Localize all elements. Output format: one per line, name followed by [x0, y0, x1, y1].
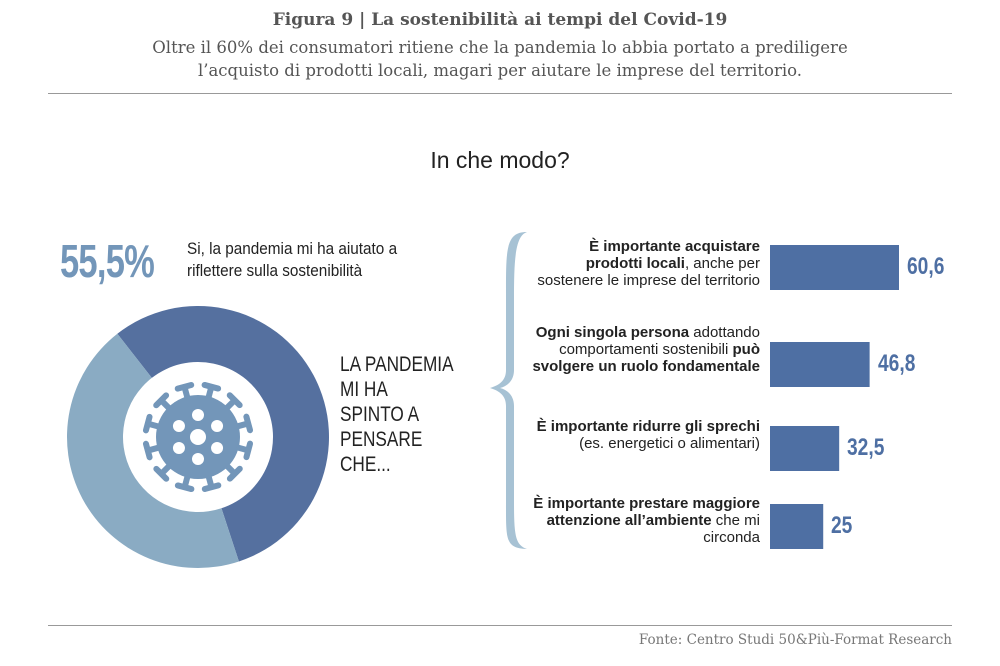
bar [770, 504, 824, 549]
category-text-segment: (es. energetici o alimentari) [579, 435, 760, 452]
top-divider [48, 93, 952, 94]
bar-category-label: È importante acquistare prodotti locali,… [530, 238, 760, 289]
source-note: Fonte: Centro Studi 50&Più-Format Resear… [638, 632, 952, 648]
category-text-segment: può svolgere un ruolo fondamentale [532, 341, 760, 375]
category-text-segment: adottando comportamenti sostenibili [559, 324, 760, 358]
bar [770, 426, 840, 471]
category-text-segment: È importante prestare maggiore attenzion… [533, 495, 760, 529]
bar [770, 245, 899, 290]
category-text-segment: È importante ridurre gli sprechi [536, 418, 760, 435]
curly-brace [490, 232, 527, 549]
category-text-segment: Ogni singola persona [535, 324, 690, 341]
category-text-segment: , anche per sostenere le imprese del ter… [537, 255, 760, 289]
question-heading: In che modo? [430, 147, 570, 173]
donut-slice [66, 333, 239, 569]
donut-callout-label: Si, la pandemia mi ha aiutato a riflette… [187, 239, 398, 280]
figure-title: Figura 9 | La sostenibilità ai tempi del… [272, 10, 728, 30]
bar-value-label: 32,5 [847, 434, 885, 461]
donut-side-label: LA PANDEMIA MI HA SPINTO A PENSARE CHE..… [340, 353, 453, 476]
bar-category-label: Ogni singola persona adottando comportam… [530, 324, 760, 375]
category-text-segment: che mi circonda [703, 512, 760, 546]
donut-slice [117, 306, 329, 562]
bar-category-label: È importante prestare maggiore attenzion… [530, 495, 760, 546]
category-text-segment: È importante acquistare prodotti locali [585, 238, 760, 272]
bar-value-label: 46,8 [877, 350, 915, 377]
figure-subtitle: Oltre il 60% dei consumatori ritiene che… [152, 38, 848, 80]
bar [770, 342, 870, 387]
virus-icon [142, 381, 254, 493]
bottom-divider [48, 625, 952, 626]
bar-category-label: È importante ridurre gli sprechi (es. en… [530, 418, 760, 452]
donut-callout-value: 55,5% [60, 235, 155, 287]
bar-value-label: 60,6 [907, 253, 945, 280]
bar-value-label: 25 [831, 512, 853, 539]
